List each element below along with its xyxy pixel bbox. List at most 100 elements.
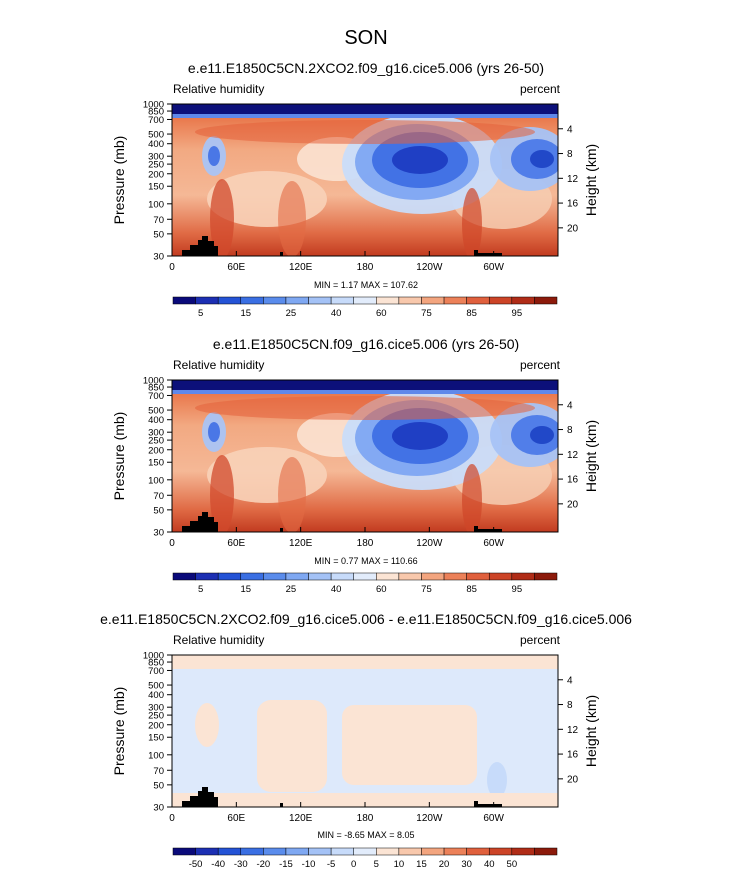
- panel-1-title: e.e11.E1850C5CN.2XCO2.f09_g16.cice5.006 …: [188, 60, 544, 76]
- panel-1-colorbar: 5 15 25 40 60 75 85 95: [172, 296, 558, 319]
- y-tick-label: 300: [148, 703, 164, 714]
- colorbar-swatch: [466, 572, 490, 581]
- colorbar-label: 20: [439, 859, 450, 870]
- y-tick-label: 500: [148, 406, 164, 417]
- x-tick-label: 0: [169, 813, 175, 824]
- orography-land: [182, 236, 218, 256]
- orography-land: [182, 512, 218, 532]
- colorbar-swatch: [511, 296, 535, 305]
- colorbar-swatch: [195, 572, 219, 581]
- colorbar-label: 15: [240, 308, 251, 319]
- y2-tick-label: 20: [567, 499, 579, 510]
- y-tick-label: 150: [148, 458, 164, 469]
- y-axis-label: Pressure (mb): [111, 412, 127, 501]
- colorbar-swatch: [240, 572, 264, 581]
- panel-2-variable: Relative humidity: [173, 358, 264, 372]
- colorbar-swatch: [488, 572, 513, 581]
- panel-3-colorbar: -50 -40 -30 -20 -15 -10 -5 0 5 10 15 20 30 40 50: [172, 847, 558, 870]
- y-tick-label: 50: [153, 780, 164, 791]
- contour-field: [172, 655, 558, 807]
- y2-tick-label: 8: [567, 425, 573, 436]
- x-tick-label: 0: [169, 538, 175, 549]
- panel-1-units: percent: [520, 82, 561, 96]
- colorbar-label: -30: [234, 859, 248, 870]
- panel-3-title: e.e11.E1850C5CN.2XCO2.f09_g16.cice5.006 …: [100, 611, 632, 627]
- x-tick-label: 180: [357, 262, 374, 273]
- colorbar-swatch: [217, 296, 242, 305]
- colorbar-swatch: [172, 572, 196, 581]
- y-tick-label: 100: [148, 199, 164, 210]
- y-tick-label: 30: [153, 528, 164, 539]
- colorbar-swatch: [240, 847, 264, 856]
- colorbar-swatch: [353, 572, 377, 581]
- colorbar-swatch: [443, 296, 467, 305]
- colorbar-label: 40: [331, 584, 342, 595]
- x-tick-label: 120W: [416, 262, 443, 273]
- colorbar-swatch: [330, 847, 354, 856]
- y-tick-label: 700: [148, 391, 164, 402]
- colorbar-swatch: [511, 847, 535, 856]
- y-tick-label: 500: [148, 130, 164, 141]
- colorbar-label: 25: [286, 308, 297, 319]
- panel-1: e.e11.E1850C5CN.2XCO2.f09_g16.cice5.006 …: [111, 60, 599, 319]
- y-tick-label: 250: [148, 160, 164, 171]
- colorbar-label: -50: [189, 859, 203, 870]
- orography-land: [280, 252, 283, 256]
- y-tick-label: 250: [148, 711, 164, 722]
- colorbar-swatch: [488, 296, 513, 305]
- colorbar-swatch: [421, 296, 445, 305]
- y-tick-label: 200: [148, 169, 164, 180]
- colorbar-swatch: [466, 847, 490, 856]
- y-tick-label: 250: [148, 436, 164, 447]
- panel-2-title: e.e11.E1850C5CN.f09_g16.cice5.006 (yrs 2…: [213, 336, 519, 352]
- colorbar-swatch: [308, 572, 332, 581]
- x-tick-label: 60E: [227, 813, 245, 824]
- colorbar-swatch: [443, 847, 467, 856]
- y-tick-label: 100: [148, 475, 164, 486]
- panel-3-stats: MIN = -8.65 MAX = 8.05: [317, 830, 414, 840]
- colorbar-label: 15: [416, 859, 427, 870]
- x-tick-label: 60W: [483, 538, 504, 549]
- y2-axis-label: Height (km): [583, 144, 599, 216]
- colorbar-swatch: [285, 296, 309, 305]
- y2-tick-label: 4: [567, 675, 573, 686]
- y-tick-label: 400: [148, 139, 164, 150]
- y-tick-label: 300: [148, 152, 164, 163]
- colorbar-swatch: [421, 847, 445, 856]
- y-tick-label: 100: [148, 750, 164, 761]
- orography-land: [474, 250, 502, 256]
- y2-axis-label: Height (km): [583, 695, 599, 767]
- y-tick-label: 1000: [143, 651, 164, 662]
- y2-tick-label: 4: [567, 400, 573, 411]
- colorbar-swatch: [172, 296, 196, 305]
- colorbar-label: 75: [421, 308, 432, 319]
- colorbar-swatch: [376, 847, 400, 856]
- colorbar-swatch: [172, 847, 196, 856]
- colorbar-swatch: [330, 296, 354, 305]
- colorbar-label: 5: [198, 584, 203, 595]
- colorbar-swatch: [534, 847, 558, 856]
- colorbar-label: -15: [279, 859, 293, 870]
- colorbar-label: 50: [507, 859, 518, 870]
- colorbar-swatch: [353, 847, 377, 856]
- orography-land: [474, 526, 502, 532]
- colorbar-label: 40: [331, 308, 342, 319]
- colorbar-label: -40: [211, 859, 225, 870]
- y-tick-label: 850: [148, 383, 164, 394]
- colorbar-swatch: [421, 572, 445, 581]
- colorbar-swatch: [376, 572, 400, 581]
- colorbar-swatch: [398, 296, 422, 305]
- colorbar-label: 25: [286, 584, 297, 595]
- y-tick-label: 200: [148, 720, 164, 731]
- colorbar-label: 85: [466, 584, 477, 595]
- y-tick-label: 500: [148, 681, 164, 692]
- y2-tick-label: 12: [567, 174, 579, 185]
- x-tick-label: 0: [169, 262, 175, 273]
- panel-1-stats: MIN = 1.17 MAX = 107.62: [314, 280, 418, 290]
- colorbar-label: 15: [240, 584, 251, 595]
- figure-title: SON: [344, 27, 387, 49]
- colorbar-swatch: [443, 572, 467, 581]
- colorbar-swatch: [466, 296, 490, 305]
- contour-field: [172, 380, 558, 532]
